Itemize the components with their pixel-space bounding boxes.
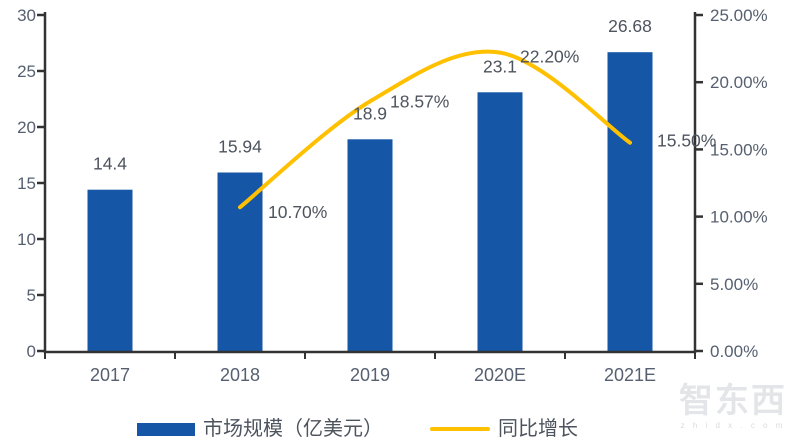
category-label: 2017 <box>90 365 130 385</box>
legend-line-label: 同比增长 <box>498 418 578 440</box>
bar-data-label: 15.94 <box>218 137 262 157</box>
left-axis-tick-label: 0 <box>27 342 36 361</box>
right-axis-tick-label: 15.00% <box>710 140 768 159</box>
right-axis-tick-label: 0.00% <box>710 342 758 361</box>
legend-line-swatch <box>430 427 490 431</box>
legend-bar-label: 市场规模（亿美元） <box>203 418 383 440</box>
legend-item-yoy-growth: 同比增长 <box>430 417 578 441</box>
legend-item-market-size: 市场规模（亿美元） <box>137 417 383 441</box>
category-label: 2021E <box>604 365 656 385</box>
category-label: 2018 <box>220 365 260 385</box>
right-axis-tick-label: 10.00% <box>710 208 768 227</box>
right-axis-tick-label: 5.00% <box>710 275 758 294</box>
left-axis-tick-label: 15 <box>17 174 36 193</box>
line-data-label: 22.20% <box>520 47 579 67</box>
bar-2018 <box>217 172 263 352</box>
legend-bar-swatch <box>137 422 195 436</box>
category-label: 2020E <box>474 365 526 385</box>
line-data-label: 10.70% <box>268 202 327 222</box>
bar-data-label: 26.68 <box>608 16 652 36</box>
line-data-label: 18.57% <box>390 91 449 111</box>
bar-2017 <box>87 189 133 352</box>
left-axis-tick-label: 30 <box>17 6 36 25</box>
bar-data-label: 18.9 <box>353 103 387 123</box>
right-axis-tick-label: 20.00% <box>710 73 768 92</box>
left-axis-tick-label: 10 <box>17 230 36 249</box>
growth-line <box>238 49 632 210</box>
category-label: 2019 <box>350 365 390 385</box>
line-data-label: 15.50% <box>657 131 716 151</box>
bar-2020E <box>477 92 523 353</box>
right-axis-tick-label: 25.00% <box>710 6 768 25</box>
bar-2021E <box>607 52 653 352</box>
left-axis-tick-label: 25 <box>17 62 36 81</box>
left-axis-tick-label: 5 <box>27 286 36 305</box>
bar-data-label: 14.4 <box>93 154 127 174</box>
bar-data-label: 23.1 <box>483 56 517 76</box>
left-axis-tick-label: 20 <box>17 118 36 137</box>
bar-2019 <box>347 139 393 352</box>
